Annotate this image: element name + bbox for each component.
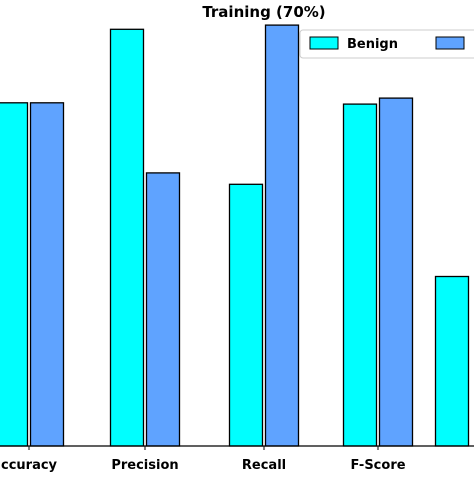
bar-1-1	[0, 102, 29, 447]
legend-frame	[299, 29, 474, 59]
bar-1-3	[228, 183, 264, 447]
bars-layer	[0, 24, 474, 450]
x-tick-label: ccuracy	[1, 458, 58, 473]
x-tick-labels: ccuracy Precision Recall F-Score	[1, 458, 406, 473]
legend: Benign	[299, 29, 474, 59]
legend-label-benign: Benign	[347, 37, 398, 52]
bar-2-2	[145, 172, 181, 447]
x-tick-label: F-Score	[350, 458, 405, 473]
bar-1-5	[434, 275, 470, 447]
bar-2-4	[378, 97, 414, 447]
bar-1-4	[342, 103, 378, 447]
legend-swatch-series-2	[435, 36, 465, 50]
chart-title: Training (70%)	[202, 3, 325, 21]
bar-2-3	[264, 24, 300, 447]
bar-2-1	[29, 102, 65, 447]
bar-1-2	[109, 28, 145, 447]
x-tick-label: Recall	[242, 458, 286, 473]
legend-swatch-benign	[309, 36, 339, 50]
x-tick-label: Precision	[111, 458, 178, 473]
